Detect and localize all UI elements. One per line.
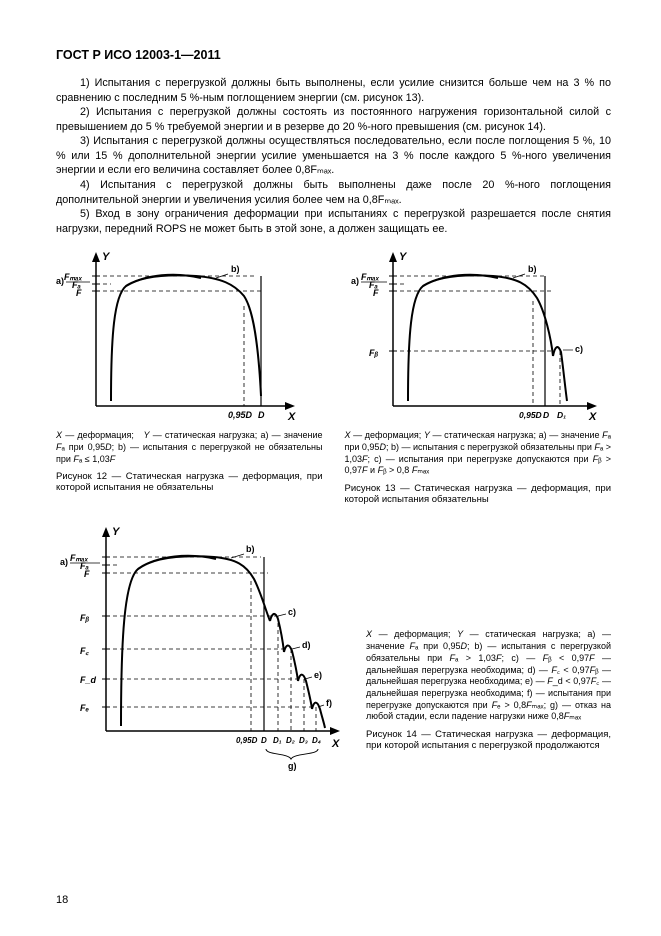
svg-text:D₃: D₃ [299, 736, 308, 745]
svg-text:D: D [261, 736, 267, 745]
fig12-caption: X — деформация; Y — статическая нагрузка… [56, 430, 323, 465]
fig12-title: Рисунок 12 — Статическая нагрузка — дефо… [56, 471, 323, 493]
page: ГОСТ Р ИСО 12003-1—2011 1) Испытания с п… [0, 0, 661, 936]
para-3: 3) Испытания с перегрузкой должны осущес… [56, 134, 611, 178]
svg-text:b): b) [528, 264, 537, 274]
svg-text:D₂: D₂ [286, 736, 295, 745]
svg-text:Y: Y [112, 526, 121, 538]
fig13-svg: Y X Fₘₐₓ Fₐ F Fᵦ [345, 246, 605, 426]
svg-text:D₁: D₁ [273, 736, 282, 745]
svg-text:Fₑ: Fₑ [80, 703, 89, 713]
svg-text:D₁: D₁ [557, 410, 566, 420]
svg-text:b): b) [231, 264, 240, 274]
body-paragraphs: 1) Испытания с перегрузкой должны быть в… [56, 76, 611, 236]
svg-text:F: F [76, 288, 82, 298]
svg-text:0,95D: 0,95D [228, 410, 253, 420]
figure-row-top: Y X Fₘₐₓ Fₐ F [56, 246, 611, 505]
fig13-column: Y X Fₘₐₓ Fₐ F Fᵦ [345, 246, 612, 505]
fig14-chart: Y X Fₘₐₓ Fₐ F Fᵦ F꜀ F_d Fₑ [56, 521, 346, 771]
svg-text:F: F [84, 569, 90, 579]
fig13-title: Рисунок 13 — Статическая нагрузка — дефо… [345, 483, 612, 505]
svg-text:D: D [258, 410, 265, 420]
svg-text:Y: Y [399, 251, 408, 263]
svg-text:X: X [331, 738, 340, 750]
svg-text:F: F [373, 288, 379, 298]
svg-text:Fᵦ: Fᵦ [369, 348, 378, 358]
fig14-text-column: X — деформация; Y — статическая нагрузка… [366, 625, 611, 771]
svg-text:a): a) [60, 557, 68, 567]
svg-text:a): a) [56, 276, 64, 286]
para-5: 5) Вход в зону ограничения деформации пр… [56, 207, 611, 236]
fig13-chart: Y X Fₘₐₓ Fₐ F Fᵦ [345, 246, 612, 426]
fig14-column: Y X Fₘₐₓ Fₐ F Fᵦ F꜀ F_d Fₑ [56, 521, 346, 771]
svg-text:0,95D: 0,95D [236, 736, 258, 745]
para-4: 4) Испытания с перегрузкой должны быть в… [56, 178, 611, 207]
figure-row-bottom: Y X Fₘₐₓ Fₐ F Fᵦ F꜀ F_d Fₑ [56, 521, 611, 771]
svg-text:a): a) [351, 276, 359, 286]
fig14-svg: Y X Fₘₐₓ Fₐ F Fᵦ F꜀ F_d Fₑ [56, 521, 346, 771]
svg-text:c): c) [575, 344, 583, 354]
standard-header: ГОСТ Р ИСО 12003-1—2011 [56, 48, 611, 62]
svg-text:F_d: F_d [80, 675, 97, 685]
svg-text:D: D [543, 410, 549, 420]
fig13-caption: X — деформация; Y — статическая нагрузка… [345, 430, 612, 477]
svg-text:c): c) [288, 607, 296, 617]
svg-text:Fᵦ: Fᵦ [80, 613, 89, 623]
page-number: 18 [56, 894, 68, 906]
svg-text:Y: Y [102, 251, 111, 263]
fig14-caption: X — деформация; Y — статическая нагрузка… [366, 629, 611, 723]
fig12-column: Y X Fₘₐₓ Fₐ F [56, 246, 323, 505]
svg-text:0,95D: 0,95D [519, 410, 542, 420]
svg-text:F꜀: F꜀ [80, 646, 89, 656]
para-1: 1) Испытания с перегрузкой должны быть в… [56, 76, 611, 105]
svg-text:D₄: D₄ [312, 736, 321, 745]
svg-text:X: X [588, 411, 597, 423]
svg-text:e): e) [314, 670, 322, 680]
svg-text:g): g) [288, 761, 297, 771]
svg-text:d): d) [302, 640, 311, 650]
fig14-title: Рисунок 14 — Статическая нагрузка — дефо… [366, 729, 611, 751]
fig12-chart: Y X Fₘₐₓ Fₐ F [56, 246, 323, 426]
svg-text:X: X [287, 411, 296, 423]
fig12-svg: Y X Fₘₐₓ Fₐ F [56, 246, 306, 426]
svg-text:f): f) [326, 698, 332, 708]
svg-text:b): b) [246, 544, 255, 554]
para-2: 2) Испытания с перегрузкой должны состоя… [56, 105, 611, 134]
